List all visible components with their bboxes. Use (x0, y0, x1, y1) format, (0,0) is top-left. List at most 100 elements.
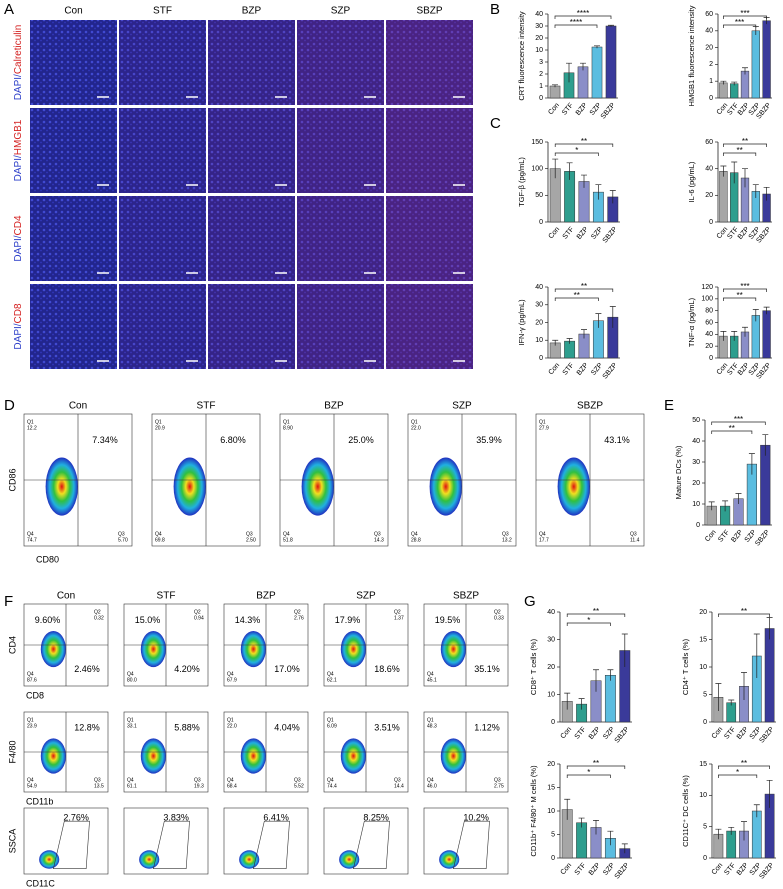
y-tick-label: 15 (699, 761, 707, 768)
y-tick-label: 60 (705, 11, 713, 18)
quadrant-name: Q4 (27, 531, 34, 537)
y-tick-label: 3 (539, 59, 543, 66)
y-tick-label: 20 (535, 319, 543, 326)
quadrant-name: Q2 (494, 609, 501, 615)
quadrant-value: 2.50 (246, 537, 256, 543)
quadrant-name: Q3 (394, 777, 401, 783)
group-header: SZP (452, 401, 472, 412)
quadrant-value: 45.1 (427, 677, 437, 683)
quadrant-value: 46.0 (427, 783, 437, 789)
micrograph-overlay (386, 196, 473, 281)
y-tick-label: 30 (692, 459, 700, 466)
quadrant-value: 0.32 (94, 615, 104, 621)
significance-bracket (566, 622, 611, 626)
column-header: SZP (331, 6, 351, 17)
quadrant-value: 0.94 (194, 615, 204, 621)
y-axis-label: TNF-α (pg/mL) (687, 297, 696, 347)
micrograph-overlay (386, 20, 473, 105)
quadrant-name: Q1 (227, 717, 234, 723)
flow-plot-frame (423, 807, 509, 875)
x-tick-label: STF (574, 726, 588, 741)
y-axis-label: CD11b⁺ F4/80⁺ M cells (%) (529, 765, 538, 857)
x-tick-label: STF (562, 226, 576, 241)
micrograph-overlay (119, 196, 206, 281)
y-tick-label: 60 (705, 139, 713, 146)
flow-population (139, 850, 160, 869)
quadrant-percent: 12.8% (74, 722, 100, 732)
y-tick-label: 1 (539, 83, 543, 90)
quadrant-percent: 35.9% (476, 435, 502, 445)
micrograph (386, 108, 473, 193)
significance-label: ** (741, 607, 747, 616)
x-tick-label: Con (704, 529, 718, 543)
quadrant-percent: 9.60% (35, 615, 61, 625)
micrograph (297, 108, 384, 193)
y-tick-label: 30 (535, 23, 543, 30)
quadrant-value: 14.3 (374, 537, 384, 543)
quadrant-value: 1.37 (394, 615, 404, 621)
micrograph (119, 20, 206, 105)
bar (576, 822, 588, 859)
micrograph-overlay (386, 108, 473, 193)
y-tick-label: 10 (547, 808, 555, 815)
quadrant-name: Q4 (227, 777, 234, 783)
y-tick-label: 0 (539, 95, 543, 102)
gate (353, 820, 390, 870)
flow-population (340, 631, 366, 668)
significance-bracket (723, 152, 757, 156)
quadrant-percent: 3.51% (374, 722, 400, 732)
marker-label: CD8 (13, 303, 24, 323)
micrograph-overlay (119, 20, 206, 105)
quadrant-value: 0.33 (494, 615, 504, 621)
y-tick-label: 40 (535, 284, 543, 291)
group-header: STF (197, 401, 216, 412)
error-bar (720, 331, 727, 341)
y-tick-label: 40 (705, 28, 713, 35)
quadrant-value: 74.7 (27, 537, 37, 543)
y-tick-label: 10 (699, 792, 707, 799)
significance-label: *** (740, 9, 749, 18)
significance-label: ** (581, 282, 587, 291)
column-header: STF (153, 6, 172, 17)
y-tick-label: 40 (692, 438, 700, 445)
quadrant-value: 2.76 (294, 615, 304, 621)
significance-bracket (723, 15, 767, 19)
gate-percent: 8.25% (363, 812, 389, 822)
y-tick-label: 40 (705, 166, 713, 173)
error-bar (593, 820, 599, 835)
micrograph (208, 108, 295, 193)
bar (605, 25, 617, 99)
y-axis-label: IL-6 (pg/mL) (687, 161, 696, 202)
gate (253, 820, 290, 870)
y-tick-label: 5 (703, 691, 707, 698)
x-tick-label: STF (717, 529, 731, 544)
bar (730, 83, 739, 99)
bar (740, 70, 750, 99)
significance-label: * (736, 768, 739, 777)
significance-label: ** (593, 759, 599, 768)
y-tick-label: 20 (699, 609, 707, 616)
quadrant-name: Q4 (327, 671, 334, 677)
gate-percent: 3.83% (163, 812, 189, 822)
error-bar (578, 817, 585, 828)
significance-label: **** (570, 18, 582, 27)
micrograph-overlay (30, 196, 117, 281)
group-header: Con (57, 591, 75, 602)
error-bar (741, 821, 747, 841)
x-tick-label: BZP (575, 102, 589, 117)
y-tick-label: 10 (535, 337, 543, 344)
significance-bracket (566, 774, 611, 778)
gate (53, 820, 90, 870)
quadrant-name: Q2 (394, 609, 401, 615)
error-bar (742, 326, 748, 337)
quadrant-value: 13.2 (502, 537, 512, 543)
error-bar (766, 779, 773, 808)
y-tick-label: 40 (705, 331, 713, 338)
quadrant-value: 61.1 (127, 783, 137, 789)
quadrant-name: Q4 (155, 531, 162, 537)
gate-percent: 6.41% (263, 812, 289, 822)
flow-population (440, 738, 466, 774)
bar (726, 702, 737, 723)
